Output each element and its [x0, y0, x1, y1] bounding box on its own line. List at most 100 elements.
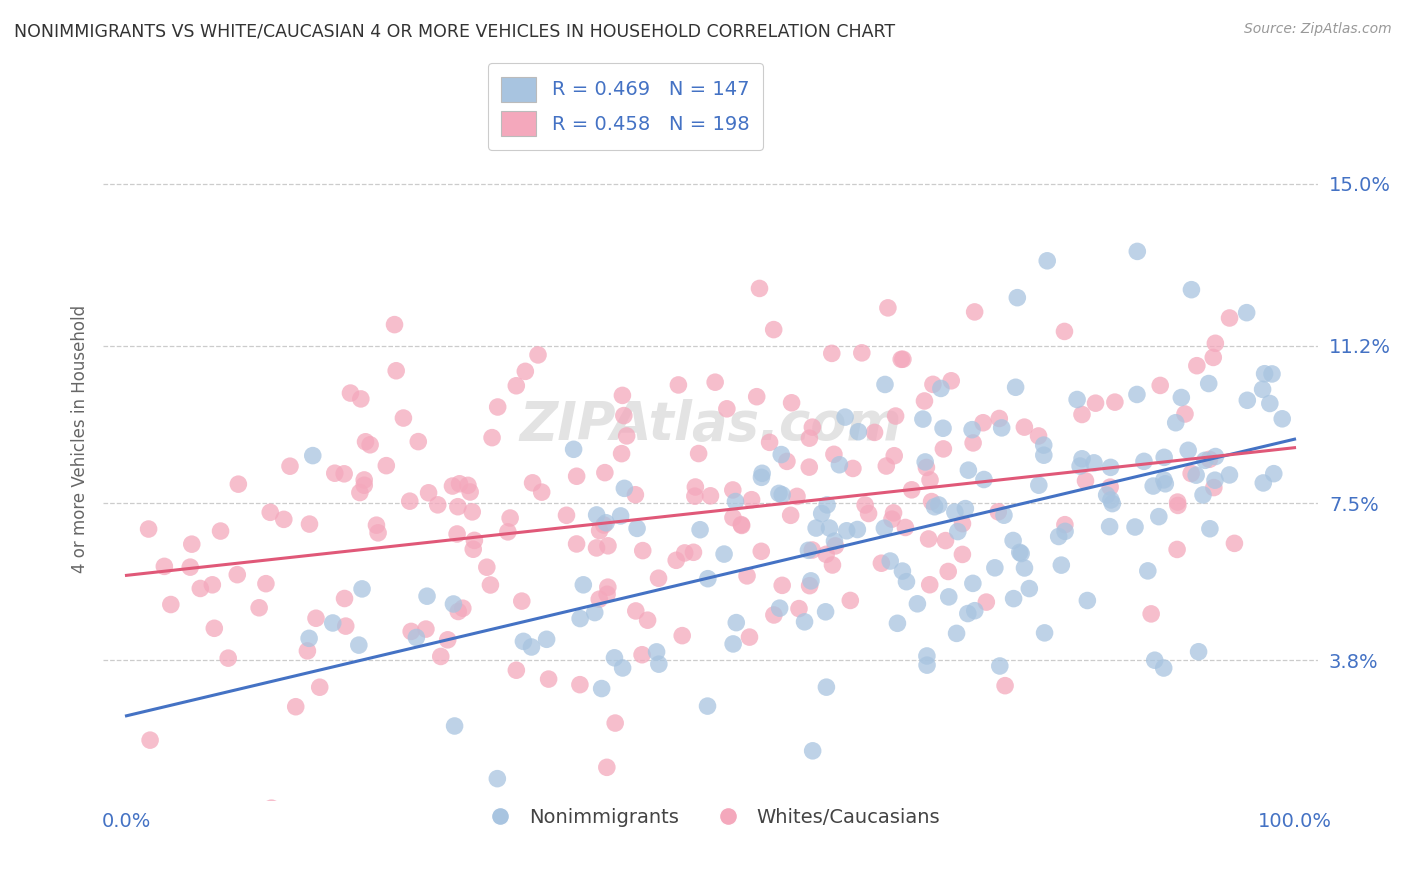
- Point: [429, 649, 451, 664]
- Point: [347, 638, 370, 652]
- Point: [399, 624, 422, 639]
- Point: [626, 521, 648, 535]
- Point: [1218, 310, 1240, 325]
- Point: [1101, 497, 1123, 511]
- Point: [946, 524, 969, 539]
- Point: [1153, 661, 1175, 675]
- Point: [596, 539, 619, 553]
- Point: [596, 587, 619, 601]
- Point: [890, 352, 912, 367]
- Point: [479, 578, 502, 592]
- Point: [921, 494, 943, 508]
- Point: [668, 378, 690, 392]
- Text: Source: ZipAtlas.com: Source: ZipAtlas.com: [1244, 22, 1392, 37]
- Point: [1133, 454, 1156, 468]
- Point: [1071, 408, 1094, 422]
- Point: [1192, 488, 1215, 502]
- Point: [1204, 450, 1226, 464]
- Point: [1004, 380, 1026, 394]
- Point: [988, 659, 1011, 673]
- Point: [1199, 522, 1222, 536]
- Point: [1218, 467, 1240, 482]
- Point: [815, 547, 838, 561]
- Point: [527, 348, 550, 362]
- Point: [1198, 452, 1220, 467]
- Point: [612, 388, 634, 402]
- Point: [751, 470, 773, 484]
- Point: [671, 629, 693, 643]
- Point: [735, 569, 758, 583]
- Point: [1033, 626, 1056, 640]
- Point: [254, 576, 277, 591]
- Point: [797, 543, 820, 558]
- Point: [1263, 467, 1285, 481]
- Point: [787, 601, 810, 615]
- Point: [823, 447, 845, 461]
- Point: [917, 532, 939, 546]
- Point: [648, 816, 671, 830]
- Point: [350, 392, 373, 406]
- Point: [1136, 564, 1159, 578]
- Point: [1236, 306, 1258, 320]
- Point: [447, 500, 470, 514]
- Point: [1153, 473, 1175, 487]
- Point: [1014, 420, 1036, 434]
- Point: [398, 494, 420, 508]
- Point: [1153, 450, 1175, 465]
- Point: [385, 364, 408, 378]
- Point: [877, 301, 900, 315]
- Point: [335, 619, 357, 633]
- Point: [1036, 253, 1059, 268]
- Point: [247, 600, 270, 615]
- Point: [323, 467, 346, 481]
- Point: [1018, 582, 1040, 596]
- Point: [721, 510, 744, 524]
- Point: [605, 716, 627, 731]
- Point: [426, 498, 449, 512]
- Point: [418, 485, 440, 500]
- Point: [799, 579, 821, 593]
- Point: [1185, 468, 1208, 483]
- Point: [1074, 474, 1097, 488]
- Point: [1098, 519, 1121, 533]
- Point: [896, 574, 918, 589]
- Point: [217, 651, 239, 665]
- Point: [945, 626, 967, 640]
- Point: [801, 543, 824, 558]
- Point: [339, 386, 361, 401]
- Point: [305, 611, 328, 625]
- Point: [188, 582, 211, 596]
- Point: [278, 459, 301, 474]
- Point: [610, 447, 633, 461]
- Point: [956, 607, 979, 621]
- Point: [499, 511, 522, 525]
- Point: [1142, 479, 1164, 493]
- Point: [588, 592, 610, 607]
- Point: [609, 508, 631, 523]
- Point: [741, 492, 763, 507]
- Point: [842, 461, 865, 475]
- Point: [924, 500, 946, 514]
- Point: [562, 442, 585, 457]
- Point: [209, 524, 232, 538]
- Point: [770, 448, 793, 462]
- Point: [1202, 351, 1225, 365]
- Point: [988, 411, 1011, 425]
- Point: [875, 458, 897, 473]
- Point: [776, 454, 799, 468]
- Point: [990, 421, 1012, 435]
- Point: [565, 469, 588, 483]
- Point: [883, 449, 905, 463]
- Point: [637, 613, 659, 627]
- Point: [915, 460, 938, 475]
- Point: [1167, 499, 1189, 513]
- Point: [665, 553, 688, 567]
- Point: [1014, 561, 1036, 575]
- Point: [603, 650, 626, 665]
- Point: [1185, 359, 1208, 373]
- Point: [1099, 460, 1122, 475]
- Point: [530, 485, 553, 500]
- Point: [793, 615, 815, 629]
- Point: [520, 640, 543, 654]
- Point: [443, 719, 465, 733]
